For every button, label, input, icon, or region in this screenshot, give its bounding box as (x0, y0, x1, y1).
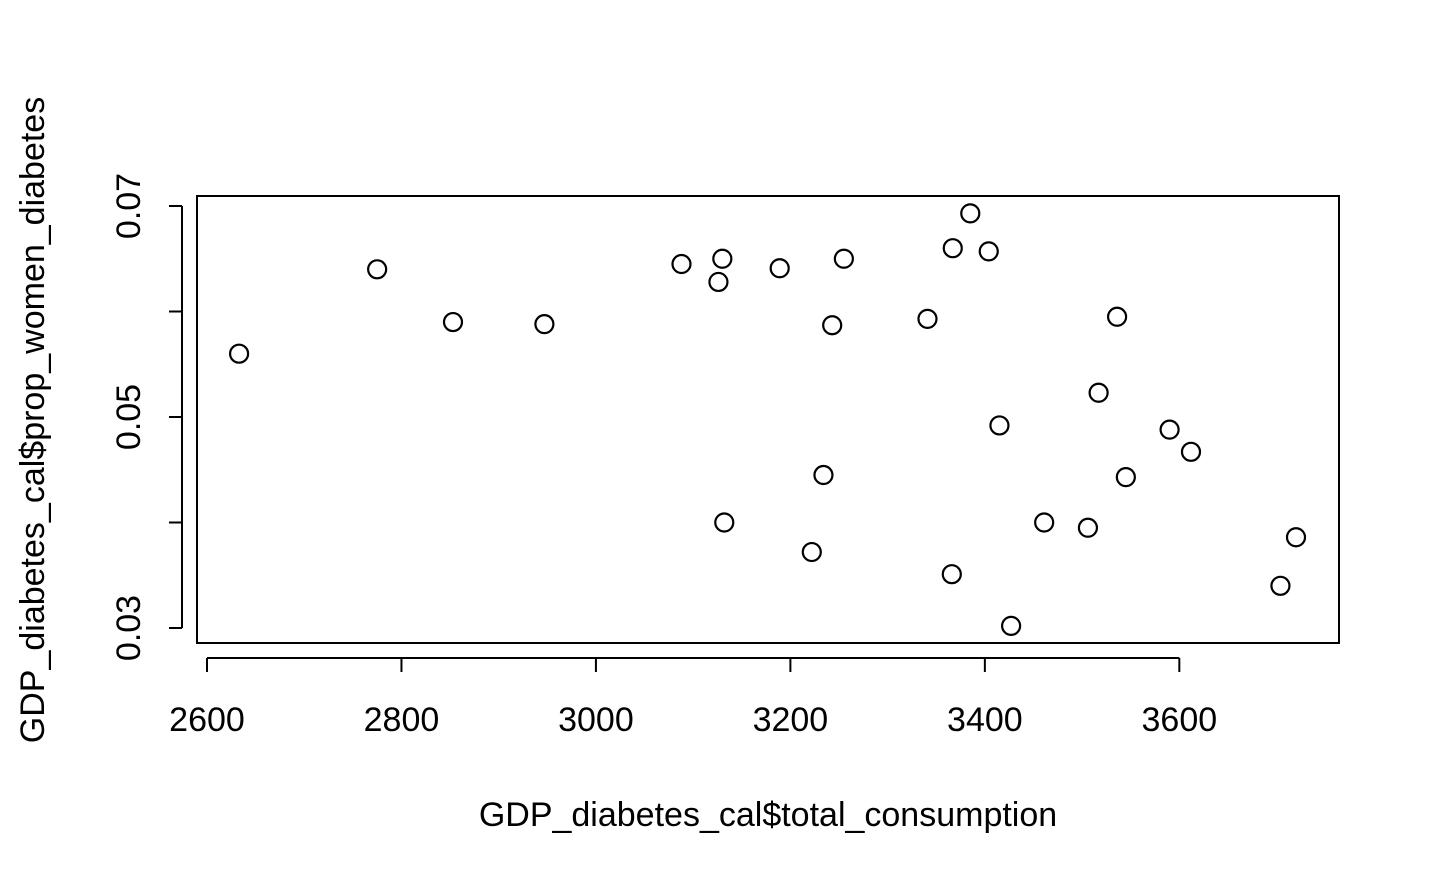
data-point (1106, 306, 1128, 327)
data-point (1034, 512, 1055, 533)
x-axis-label: GDP_diabetes_cal$total_consumption (479, 796, 1057, 834)
data-point (942, 238, 963, 259)
data-point (960, 203, 981, 224)
data-point (1115, 467, 1136, 488)
data-points (228, 203, 1307, 636)
x-tick-label: 3600 (1142, 701, 1218, 739)
data-point (712, 248, 733, 269)
data-point (769, 258, 790, 279)
data-point (708, 271, 729, 293)
data-point (1159, 419, 1180, 440)
data-point (367, 259, 388, 280)
x-tick-label: 3000 (558, 701, 634, 739)
x-tick-label: 3400 (947, 701, 1023, 739)
data-point (1077, 517, 1099, 538)
data-point (1285, 527, 1307, 548)
y-tick-label: 0.03 (110, 595, 148, 661)
data-point (534, 314, 555, 335)
data-point (228, 343, 250, 364)
data-point (1270, 575, 1291, 596)
data-point (917, 308, 938, 329)
data-point (941, 564, 962, 585)
x-tick-label: 3200 (753, 701, 829, 739)
y-axis: 0.03 0.05 0.07 (110, 173, 183, 661)
data-point (813, 464, 834, 486)
data-point (1180, 441, 1202, 462)
x-tick-label: 2800 (364, 701, 440, 739)
data-point (714, 512, 735, 533)
data-point (989, 415, 1010, 436)
x-tick-label: 2600 (169, 701, 245, 739)
data-point (442, 311, 464, 333)
data-point (1088, 382, 1109, 403)
data-point (978, 241, 999, 262)
data-point (1001, 615, 1022, 636)
plot-frame (196, 195, 1340, 644)
data-point (801, 541, 822, 563)
y-axis-label: GDP_diabetes_cal$prop_women_diabetes (14, 97, 52, 743)
data-point (822, 315, 843, 336)
data-point (671, 253, 692, 275)
data-point (833, 248, 854, 269)
y-tick-label: 0.07 (110, 173, 148, 239)
y-tick-label: 0.05 (110, 384, 148, 450)
x-axis: 2600 2800 3000 3200 3400 3600 (169, 657, 1218, 739)
